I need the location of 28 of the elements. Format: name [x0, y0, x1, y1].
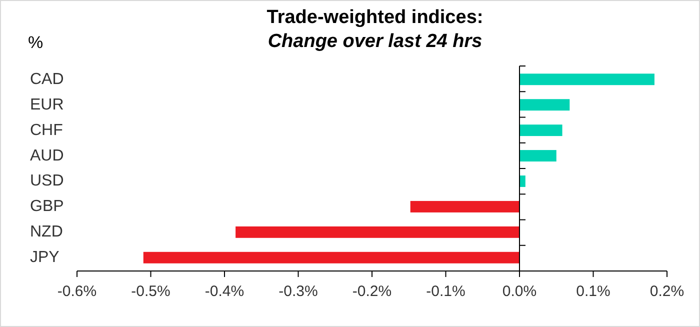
x-tick-label: -0.6% — [57, 283, 97, 300]
bar — [236, 226, 520, 238]
bar — [410, 200, 520, 212]
x-tick-label: -0.2% — [352, 283, 392, 300]
y-tick-label: EUR — [30, 96, 64, 114]
bar — [520, 74, 654, 86]
y-tick-label: NZD — [30, 224, 63, 241]
y-tick-label: USD — [30, 172, 64, 190]
x-tick-label: -0.3% — [278, 283, 318, 300]
bar — [520, 150, 556, 162]
y-tick-label: AUD — [30, 147, 64, 164]
bar — [520, 124, 562, 136]
x-tick-label: 0.0% — [502, 283, 537, 300]
x-tick-label: -0.5% — [131, 283, 170, 300]
bar — [143, 252, 520, 264]
bar — [520, 176, 526, 187]
y-tick-label: GBP — [30, 198, 64, 216]
x-tick-label: 0.1% — [576, 283, 610, 300]
y-tick-label: JPY — [30, 249, 60, 266]
y-tick-label: CHF — [30, 122, 64, 139]
y-tick-label: CAD — [30, 70, 64, 88]
bar — [520, 99, 570, 111]
y-axis-title: % — [28, 33, 44, 52]
x-tick-label: -0.4% — [204, 283, 244, 300]
chart-subtitle: Change over last 24 hrs — [268, 31, 482, 52]
x-tick-label: 0.2% — [650, 283, 684, 300]
chart-title: Trade-weighted indices: — [266, 7, 484, 28]
x-tick-label: -0.1% — [426, 283, 466, 300]
